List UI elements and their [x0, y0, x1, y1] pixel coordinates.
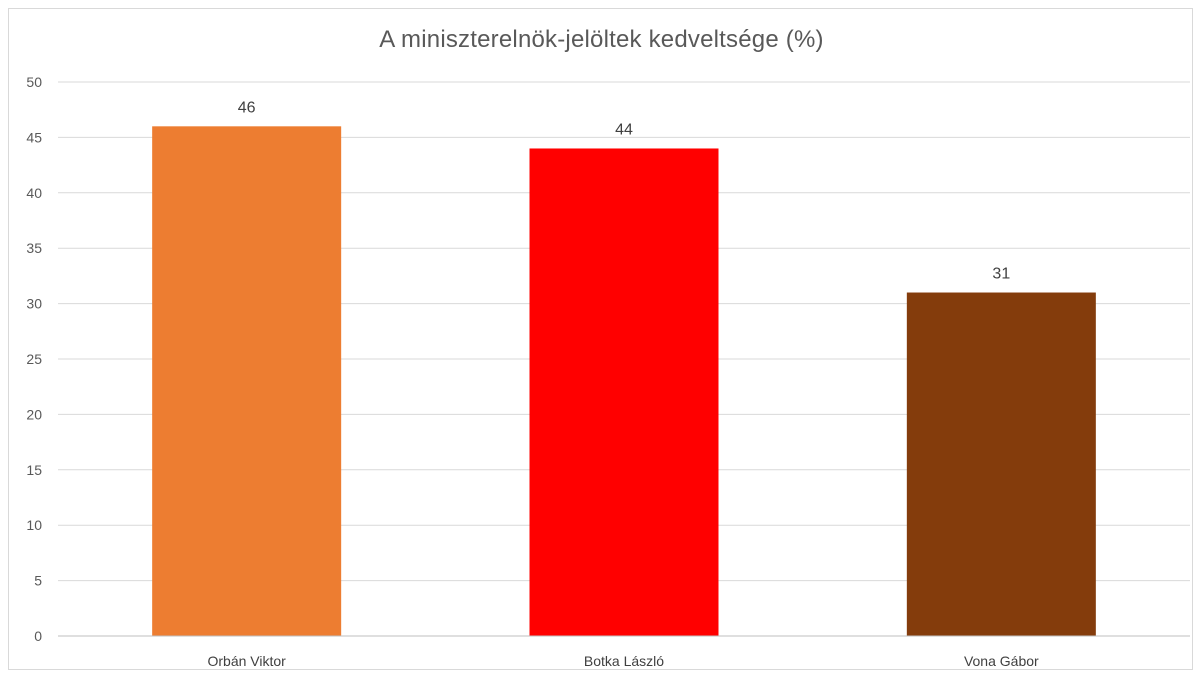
y-axis-ticks: 0 5 10 15 20 25 30 35 40 45 50 — [26, 74, 42, 644]
y-tick-label: 25 — [26, 351, 42, 367]
bar — [152, 126, 342, 636]
bar — [906, 292, 1096, 636]
data-label: 44 — [615, 121, 633, 138]
x-category-label: Orbán Viktor — [207, 653, 286, 669]
bars — [152, 126, 1096, 637]
y-tick-label: 15 — [26, 462, 42, 478]
x-category-label: Vona Gábor — [964, 653, 1039, 669]
y-tick-label: 40 — [26, 185, 42, 201]
data-label: 46 — [238, 99, 256, 116]
y-tick-label: 30 — [26, 296, 42, 312]
y-tick-label: 35 — [26, 240, 42, 256]
y-tick-label: 50 — [26, 74, 42, 90]
data-label: 31 — [992, 266, 1010, 283]
y-tick-label: 20 — [26, 406, 42, 422]
bar — [529, 148, 719, 637]
chart-title: A miniszterelnök-jelöltek kedveltsége (%… — [379, 26, 824, 53]
y-tick-label: 10 — [26, 517, 42, 533]
y-tick-label: 0 — [34, 628, 42, 644]
x-axis-categories: Orbán Viktor Botka László Vona Gábor — [207, 653, 1039, 669]
x-category-label: Botka László — [584, 653, 664, 669]
y-tick-label: 45 — [26, 129, 42, 145]
data-labels: 46 44 31 — [238, 99, 1011, 282]
y-tick-label: 5 — [34, 573, 42, 589]
